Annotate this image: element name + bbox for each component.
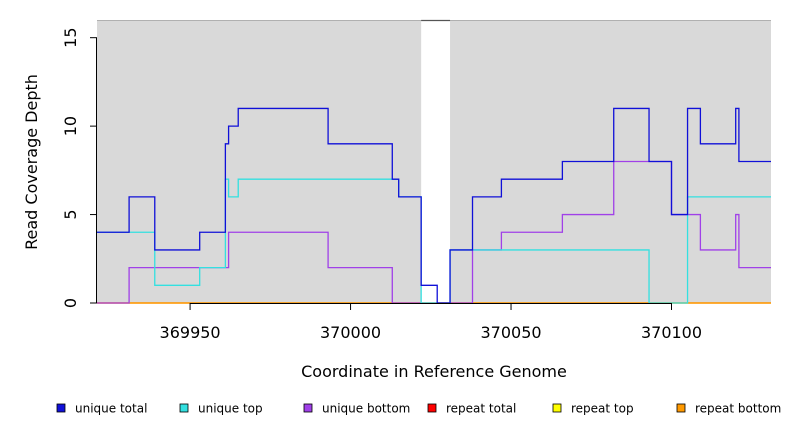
- y-tick-label: 15: [61, 28, 80, 48]
- legend-label: unique bottom: [322, 402, 410, 416]
- legend-swatch: [676, 403, 686, 413]
- series-line-unique-top: [97, 178, 771, 304]
- y-tick-label: 10: [61, 116, 80, 136]
- series-line-unique-bottom: [97, 160, 771, 304]
- x-tick-label: 370000: [320, 323, 381, 342]
- y-tick-label: 0: [61, 298, 80, 308]
- legend-swatch: [427, 403, 437, 413]
- x-axis-title: Coordinate in Reference Genome: [301, 362, 567, 381]
- legend-label: unique top: [198, 402, 263, 416]
- legend-label: unique total: [75, 402, 147, 416]
- legend-swatch: [303, 403, 313, 413]
- x-tick-label: 370100: [641, 323, 702, 342]
- y-axis-title: Read Coverage Depth: [22, 74, 41, 250]
- legend-swatch: [56, 403, 66, 413]
- legend-swatch: [552, 403, 562, 413]
- x-tick-label: 369950: [160, 323, 221, 342]
- legend: unique total unique top unique bottom repea…: [56, 402, 781, 416]
- x-tick-label: 370050: [480, 323, 541, 342]
- legend-label: repeat top: [571, 402, 634, 416]
- y-axis: 0 5 10 15: [61, 28, 97, 308]
- x-axis: 369950 370000 370050 370100: [160, 303, 702, 342]
- plot-background-left: [97, 20, 422, 303]
- legend-label: repeat total: [446, 402, 516, 416]
- y-tick-label: 5: [61, 209, 80, 219]
- legend-label: repeat bottom: [695, 402, 781, 416]
- legend-swatch: [179, 403, 189, 413]
